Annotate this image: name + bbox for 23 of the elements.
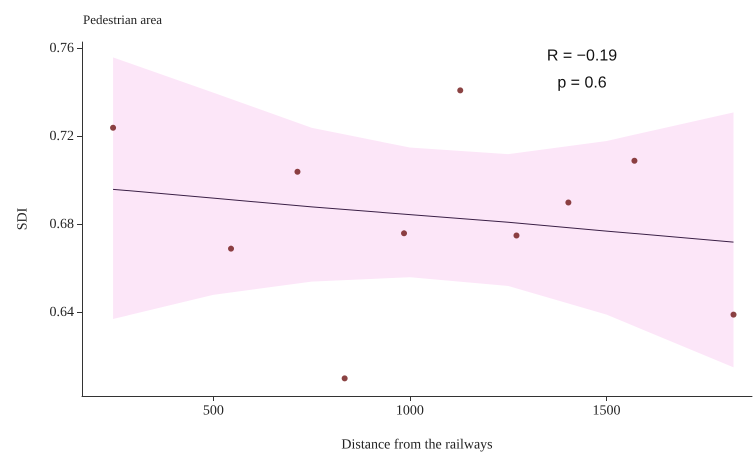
point: [294, 168, 300, 175]
point: [110, 124, 116, 131]
y-tick-label: 0.72: [50, 129, 74, 144]
y-tick-label: 0.64: [50, 304, 74, 320]
point: [730, 312, 737, 318]
point: [342, 375, 348, 382]
point: [401, 230, 408, 236]
point: [457, 87, 464, 94]
line-series: [112, 188, 734, 243]
annotation: R = −0.19: [546, 48, 618, 64]
y-axis-title: SDI: [16, 207, 30, 230]
annotation: p = 0.6: [557, 74, 607, 92]
x-tick-label: 1000: [396, 404, 424, 418]
x-tick-label: 500: [202, 404, 224, 418]
point: [565, 200, 572, 206]
x-axis-title: Distance from the railways: [341, 438, 493, 452]
point: [228, 246, 234, 252]
x-tick-label: 1500: [592, 404, 621, 418]
y-tick-label: 0.68: [50, 216, 74, 232]
y-tick-label: 0.76: [50, 41, 74, 56]
point: [631, 158, 638, 164]
point: [513, 232, 520, 238]
chart-title: Pedestrian area: [83, 12, 162, 27]
